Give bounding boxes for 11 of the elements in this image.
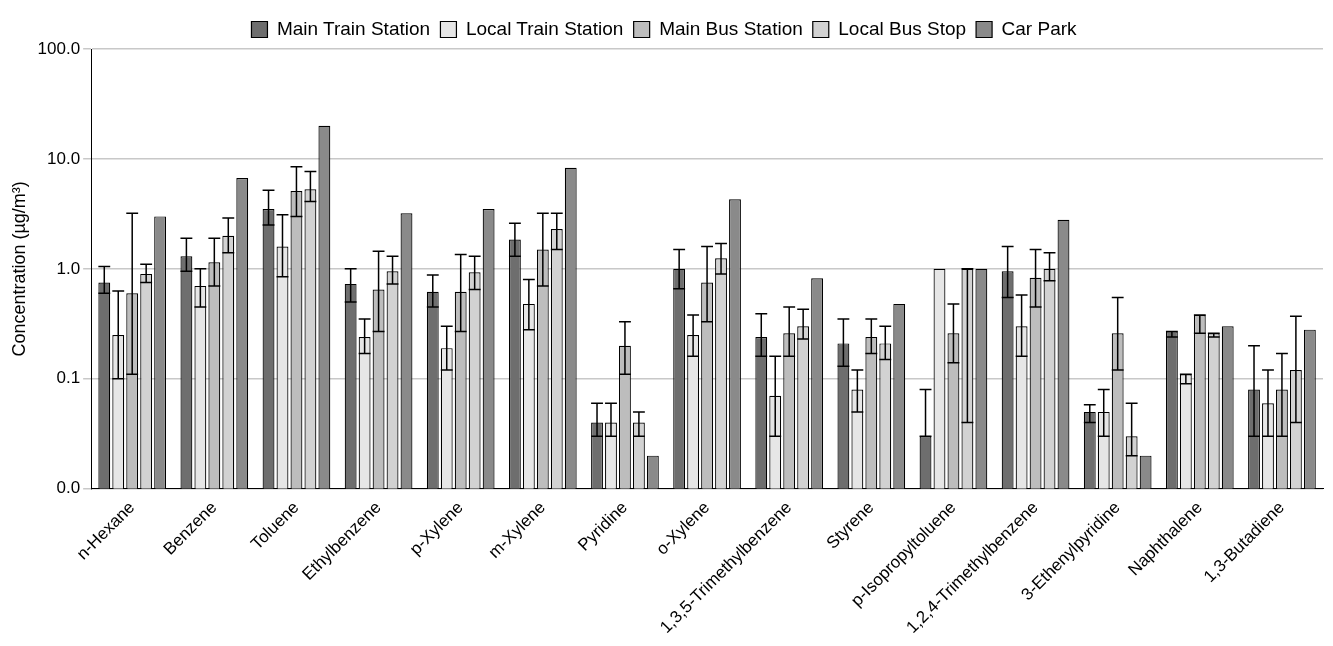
y-tick-label: 1.0 [56,258,81,278]
legend-label: Main Train Station [276,17,431,39]
y-tick-label: 0.1 [56,368,81,388]
legend-label: Main Bus Station [659,17,803,39]
y-axis-title: Concentration (µg/m³) [8,181,29,357]
legend-label: Local Train Station [465,17,624,39]
y-tick-label: 100.0 [37,38,81,58]
legend-label: Car Park [1001,17,1078,39]
legend-label: Local Bus Stop [838,17,967,39]
y-tick-label: 10.0 [47,148,81,168]
y-tick-label: 0.0 [56,478,81,498]
